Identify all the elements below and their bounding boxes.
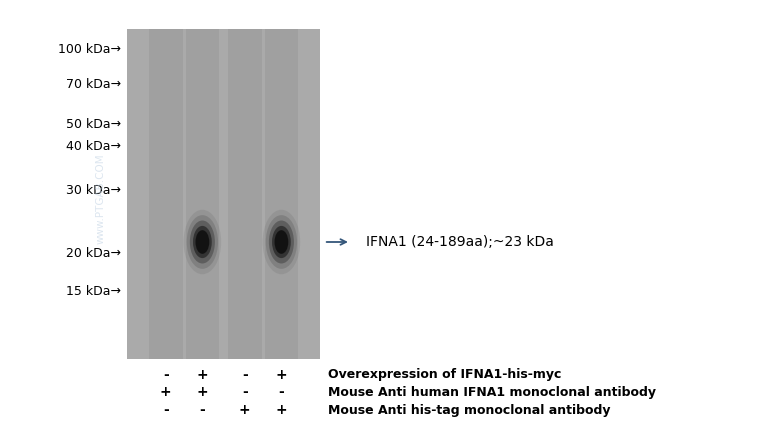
Text: Overexpression of IFNA1-his-myc: Overexpression of IFNA1-his-myc bbox=[328, 368, 561, 381]
Text: -: - bbox=[200, 403, 205, 417]
Text: -: - bbox=[278, 385, 284, 400]
Text: +: + bbox=[275, 368, 288, 382]
Text: +: + bbox=[275, 403, 288, 417]
Text: -: - bbox=[242, 368, 247, 382]
Ellipse shape bbox=[274, 230, 288, 254]
Text: +: + bbox=[239, 403, 251, 417]
Ellipse shape bbox=[269, 220, 294, 263]
Bar bbox=[186, 29, 219, 359]
Ellipse shape bbox=[187, 215, 218, 269]
Text: +: + bbox=[197, 385, 208, 400]
Text: 30 kDa→: 30 kDa→ bbox=[66, 184, 121, 197]
Text: IFNA1 (24-189aa);~23 kDa: IFNA1 (24-189aa);~23 kDa bbox=[366, 235, 554, 249]
Text: 15 kDa→: 15 kDa→ bbox=[66, 285, 121, 298]
Text: 40 kDa→: 40 kDa→ bbox=[66, 140, 121, 153]
Ellipse shape bbox=[190, 220, 215, 263]
Bar bbox=[228, 29, 261, 359]
Ellipse shape bbox=[272, 226, 291, 258]
Ellipse shape bbox=[196, 230, 209, 254]
Text: www.PTGAB.COM: www.PTGAB.COM bbox=[96, 153, 105, 244]
Text: -: - bbox=[163, 403, 169, 417]
Text: Mouse Anti his-tag monoclonal antibody: Mouse Anti his-tag monoclonal antibody bbox=[328, 404, 610, 417]
Ellipse shape bbox=[266, 215, 297, 269]
Text: +: + bbox=[197, 368, 208, 382]
Bar bbox=[149, 29, 183, 359]
Text: 70 kDa→: 70 kDa→ bbox=[66, 78, 121, 91]
Ellipse shape bbox=[183, 210, 221, 274]
Text: Mouse Anti human IFNA1 monoclonal antibody: Mouse Anti human IFNA1 monoclonal antibo… bbox=[328, 386, 655, 399]
Bar bbox=[127, 29, 320, 359]
Bar bbox=[264, 29, 298, 359]
Text: 100 kDa→: 100 kDa→ bbox=[58, 43, 121, 56]
Text: -: - bbox=[163, 368, 169, 382]
Text: -: - bbox=[242, 385, 247, 400]
Text: +: + bbox=[160, 385, 172, 400]
Ellipse shape bbox=[263, 210, 300, 274]
Text: 50 kDa→: 50 kDa→ bbox=[66, 118, 121, 131]
Text: 20 kDa→: 20 kDa→ bbox=[66, 247, 121, 260]
Ellipse shape bbox=[193, 226, 212, 258]
